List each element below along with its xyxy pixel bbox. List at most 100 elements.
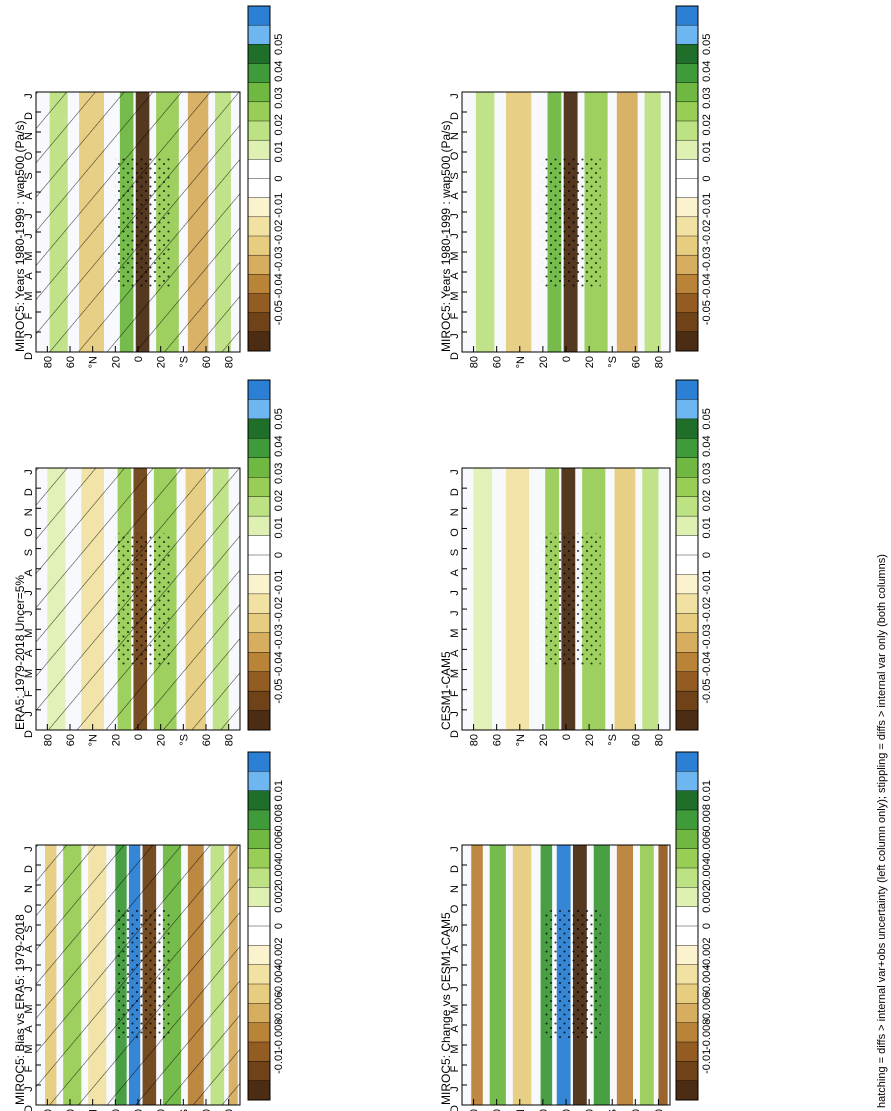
lat-tick-label: 20 [538, 1109, 550, 1111]
colorbar-cell [247, 5, 271, 26]
colorbar-label: -0.01 [273, 1049, 285, 1074]
month-tick-label: O [449, 904, 461, 913]
lat-tick-label: °S [178, 356, 190, 368]
band-1 [505, 468, 530, 730]
colorbar-label: 0.04 [273, 60, 285, 81]
month-tick-label: D [449, 865, 461, 873]
month-tick-label: F [23, 690, 35, 697]
lat-tick-label: 80 [469, 1109, 481, 1111]
month-tick-label: J [449, 233, 461, 239]
colorbar-label: 0.02 [273, 490, 285, 511]
colorbar-cell [675, 63, 699, 84]
month-tick-label: A [449, 192, 461, 200]
colorbar-cell [675, 710, 699, 731]
colorbar-cell [675, 671, 699, 692]
month-tick-label: D [23, 488, 35, 496]
lat-tick-label: 60 [201, 1109, 213, 1111]
colorbar-label: -0.01 [273, 193, 285, 218]
colorbar-cell [247, 139, 271, 160]
month-tick-label: A [23, 192, 35, 200]
colorbar-cell [247, 82, 271, 103]
month-tick-label: O [449, 151, 461, 160]
lat-tick-label: 0 [133, 1109, 145, 1111]
colorbar-cell [247, 652, 271, 673]
band-1 [505, 92, 532, 352]
colorbar-label: 0.01 [273, 780, 285, 801]
colorbar-cell [675, 159, 699, 179]
lat-tick-label: 20 [156, 1109, 168, 1111]
lat-tick-label: 60 [65, 1109, 77, 1111]
colorbar-cell [247, 254, 271, 275]
month-tick-label: M [23, 629, 35, 638]
month-tick-label: J [23, 590, 35, 596]
month-tick-label: A [23, 649, 35, 657]
colorbar-cell [247, 554, 271, 575]
lat-tick-label: 20 [584, 734, 596, 746]
month-tick-label: F [449, 1065, 461, 1072]
lat-tick-label: °N [88, 734, 100, 746]
lat-tick-label: 20 [110, 1109, 122, 1111]
colorbar-label: 0.05 [273, 408, 285, 429]
colorbar-label: -0.01 [701, 193, 713, 218]
lat-tick-label: 60 [630, 734, 642, 746]
lat-tick-label: 60 [201, 734, 213, 746]
panel-title: MIROC5: Bias vs ERA5: 1979-2018 [13, 914, 27, 1105]
colorbar-cell [675, 1003, 699, 1024]
colorbar-label: 0.008 [273, 804, 285, 832]
colorbar-cell [675, 477, 699, 498]
colorbar-cell [675, 379, 699, 400]
panel-title: MIROC5: Years 1980-1999 : wap500 (Pa/s) [439, 121, 453, 352]
month-tick-label: D [23, 1105, 35, 1111]
colorbar-label: -0.008 [701, 1019, 713, 1050]
colorbar-frame [675, 5, 699, 352]
colorbar-cell [247, 1041, 271, 1062]
colorbar-label: 0.04 [701, 435, 713, 456]
colorbar-cell [675, 593, 699, 614]
month-tick-label: J [23, 333, 35, 339]
month-tick-label: N [449, 132, 461, 140]
colorbar-label: 0.008 [701, 804, 713, 832]
month-tick-label: M [449, 1004, 461, 1013]
month-tick-label: N [23, 132, 35, 140]
colorbar-frame [247, 751, 271, 1101]
colorbar-cell [675, 925, 699, 946]
colorbar-cell [247, 925, 271, 946]
band-8 [639, 845, 654, 1105]
colorbar-cell [247, 44, 271, 64]
month-tick-label: D [449, 730, 461, 738]
month-tick-label: F [449, 690, 461, 697]
month-tick-label: J [23, 986, 35, 992]
colorbar-label: 0.05 [701, 34, 713, 55]
colorbar-cell [247, 399, 271, 420]
colorbar-cell [675, 906, 699, 927]
colorbar-frame [247, 5, 271, 352]
colorbar-cell [675, 945, 699, 966]
stippling-overlay [542, 533, 601, 665]
colorbar-label: 0.05 [701, 408, 713, 429]
colorbar-label: -0.03 [701, 624, 713, 649]
colorbar-label: -0.03 [273, 624, 285, 649]
band-0 [471, 845, 483, 1105]
month-tick-label: M [449, 629, 461, 638]
month-tick-label: N [449, 508, 461, 516]
colorbar-cell [247, 457, 271, 478]
lat-tick-label: 80 [224, 734, 236, 746]
colorbar-cell [675, 790, 699, 811]
colorbar-label: 0.01 [701, 780, 713, 801]
lat-tick-label: 80 [224, 356, 236, 368]
stippling-overlay [542, 157, 601, 287]
month-tick-label: M [23, 1044, 35, 1053]
colorbar-cell [247, 312, 271, 333]
lat-tick-label: 20 [538, 734, 550, 746]
colorbar-label: 0.01 [273, 141, 285, 162]
colorbar-label: -0.03 [701, 246, 713, 271]
colorbar-label: -0.04 [701, 651, 713, 676]
month-tick-label: S [23, 549, 35, 556]
panel-row2-right: 80 60 °N 20 0 20 °S 60 80DJFMAMJJASONDJCESM1-CAM… [439, 379, 713, 746]
month-tick-label: J [23, 966, 35, 972]
colorbar-label: -0.05 [273, 300, 285, 325]
band-7 [616, 845, 634, 1105]
